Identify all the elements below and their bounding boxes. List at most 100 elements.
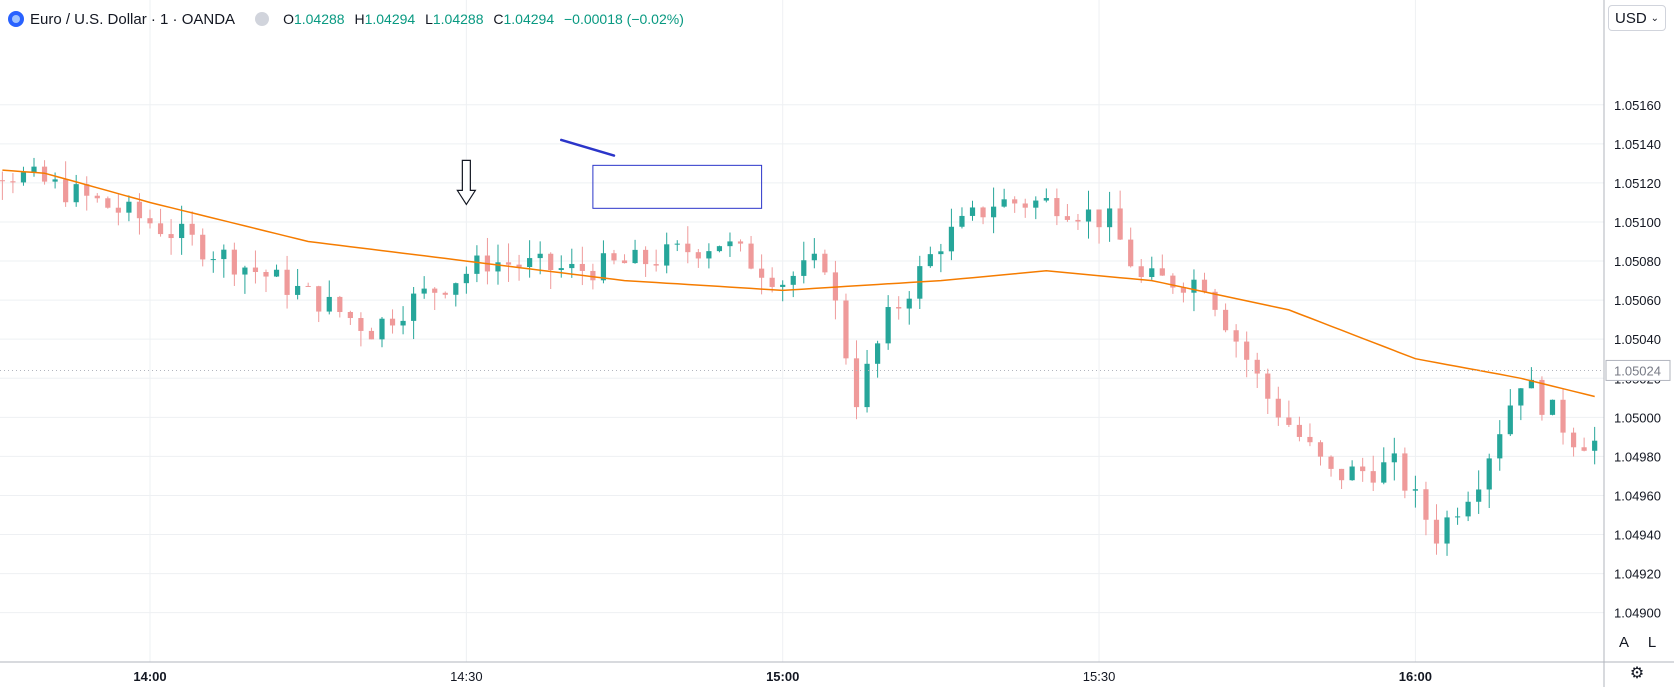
candle-body	[1222, 309, 1229, 331]
candle-body	[1317, 442, 1324, 457]
candle-body	[527, 258, 533, 268]
candle-body	[1328, 456, 1334, 469]
candle-body	[695, 252, 701, 259]
candle-body	[558, 268, 564, 271]
currency-pair-icon[interactable]	[8, 11, 24, 27]
candle-body	[179, 223, 185, 239]
candle-body	[790, 275, 796, 285]
candle-body	[453, 283, 459, 295]
time-tick-label: 15:00	[766, 669, 799, 684]
candle-body	[548, 253, 554, 271]
candle-body	[1486, 458, 1492, 490]
low-value: 1.04288	[432, 11, 484, 27]
candle-body	[1254, 359, 1260, 374]
candle-body	[136, 201, 143, 219]
time-tick-label: 15:30	[1083, 669, 1116, 684]
candle-body	[1391, 453, 1397, 463]
candle-body	[748, 243, 754, 269]
candle-body	[189, 223, 195, 235]
candle-body	[326, 296, 332, 312]
candle-body	[1423, 489, 1429, 520]
candle-body	[147, 218, 153, 224]
candle-body	[1085, 209, 1092, 222]
price-tick-label: 1.04960	[1614, 488, 1661, 503]
candle-body	[1570, 432, 1577, 448]
log-scale-button[interactable]: L	[1640, 630, 1664, 654]
candle-body	[969, 207, 976, 216]
candle-body	[505, 262, 512, 265]
price-tick-label: 1.05160	[1614, 98, 1661, 113]
candle-body	[31, 166, 37, 173]
candle-body	[84, 184, 90, 196]
symbol-legend: Euro / U.S. Dollar · 1 · OANDA O1.04288 …	[8, 8, 684, 30]
candle-body	[295, 285, 301, 295]
candle-body	[938, 251, 944, 255]
candle-body	[221, 249, 227, 260]
candle-body	[1286, 417, 1292, 425]
candle-body	[1549, 399, 1556, 415]
candle-body	[379, 318, 385, 340]
candle-body	[63, 179, 69, 203]
candle-body	[927, 254, 933, 267]
candle-body	[10, 181, 16, 183]
candle-body	[1106, 208, 1113, 228]
candle-body	[273, 269, 280, 277]
candle-body	[1170, 275, 1176, 288]
candle-body	[1233, 330, 1239, 342]
chart-grid	[0, 0, 1604, 662]
open-value: 1.04288	[293, 11, 345, 27]
candle-body	[1033, 200, 1039, 208]
candle-body	[1381, 462, 1387, 483]
time-tick-label: 14:30	[450, 669, 483, 684]
candle-body	[1117, 208, 1123, 240]
candle-body	[801, 260, 807, 276]
candle-body	[1560, 399, 1566, 433]
ohlc-values: O1.04288 H1.04294 L1.04288 C1.04294 −0.0…	[283, 11, 684, 27]
candle-body	[1528, 379, 1534, 389]
candle-body	[875, 343, 881, 364]
price-tick-label: 1.04940	[1614, 528, 1661, 543]
candle-body	[853, 358, 860, 408]
candle-body	[822, 253, 828, 273]
candle-body	[980, 207, 986, 218]
candle-body	[811, 253, 817, 261]
candle-body	[611, 253, 617, 261]
candle-body	[1128, 239, 1134, 267]
candle-body	[1149, 268, 1155, 278]
gear-icon[interactable]: ⚙	[1629, 665, 1645, 682]
visibility-icon[interactable]	[255, 12, 270, 26]
moving-average-series	[2, 169, 1595, 398]
candle-body	[948, 226, 955, 252]
price-tick-label: 1.04920	[1614, 567, 1661, 582]
candle-body	[1191, 279, 1197, 293]
candle-body	[727, 241, 733, 247]
candle-body	[1244, 341, 1250, 360]
price-tick-label: 1.05140	[1614, 137, 1661, 152]
candle-body	[653, 264, 659, 266]
candle-body	[1296, 424, 1303, 437]
auto-scale-button[interactable]: A	[1612, 630, 1636, 654]
candle-body	[1539, 379, 1545, 415]
close-label: C	[493, 11, 504, 27]
candle-body	[716, 246, 723, 252]
candle-body	[769, 277, 775, 287]
candle-body	[305, 285, 311, 287]
candle-body	[432, 288, 438, 293]
candle-body	[1096, 209, 1102, 228]
currency-button[interactable]: USD ⌄	[1608, 5, 1666, 31]
candle-body	[579, 263, 585, 271]
candle-body	[0, 180, 5, 182]
candle-body	[864, 363, 870, 408]
chevron-down-icon: ⌄	[1650, 12, 1659, 24]
candle-body	[1402, 453, 1408, 491]
price-tick-label: 1.04980	[1614, 449, 1661, 464]
candle-body	[495, 262, 501, 272]
candle-body	[759, 268, 765, 278]
candle-body	[643, 249, 649, 265]
candle-body	[1054, 198, 1060, 217]
candle-body	[242, 267, 248, 275]
candle-body	[569, 263, 575, 269]
symbol-title[interactable]: Euro / U.S. Dollar · 1 · OANDA	[30, 10, 236, 28]
